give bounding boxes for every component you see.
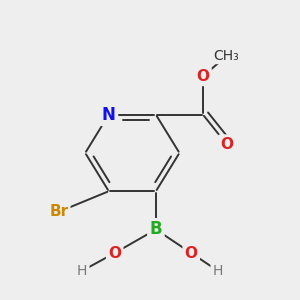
Text: B: B xyxy=(150,220,162,238)
Text: CH₃: CH₃ xyxy=(214,49,239,63)
Text: O: O xyxy=(196,69,209,84)
Text: O: O xyxy=(108,246,121,261)
Text: H: H xyxy=(212,264,223,278)
Text: O: O xyxy=(185,246,198,261)
Text: O: O xyxy=(220,136,233,152)
Text: Br: Br xyxy=(49,204,68,219)
Text: H: H xyxy=(77,264,88,278)
Text: N: N xyxy=(102,106,116,124)
